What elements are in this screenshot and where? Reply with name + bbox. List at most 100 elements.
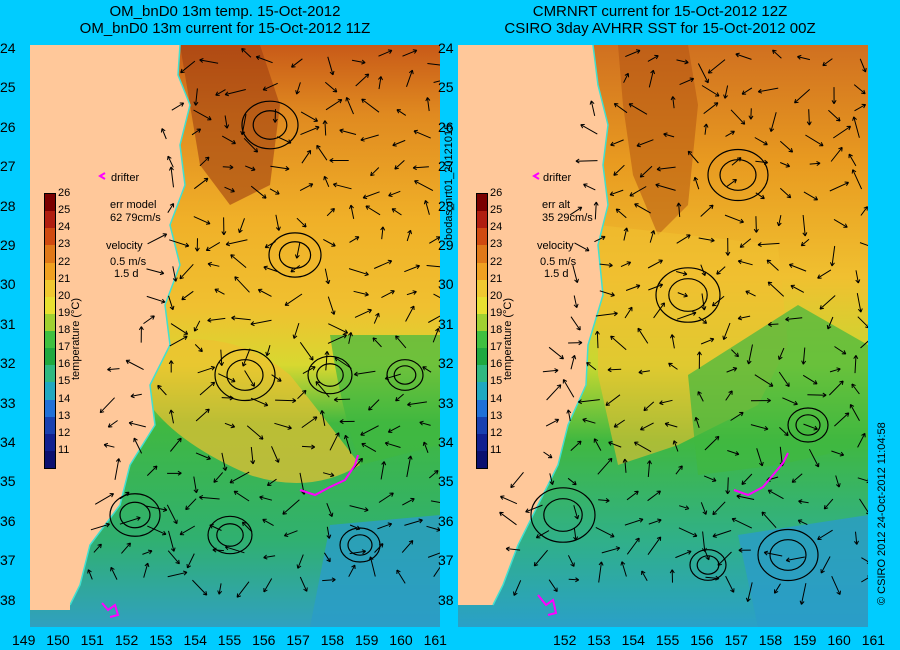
colorbar-segment (45, 194, 55, 212)
current-arrow (637, 327, 649, 344)
current-arrow (641, 570, 648, 582)
current-arrow (573, 505, 580, 520)
current-arrow (803, 423, 818, 431)
current-arrow (545, 418, 560, 427)
current-arrow (169, 239, 190, 248)
right-colorbar-title: temperature (°C) (502, 297, 514, 380)
eddy-ring (214, 348, 276, 402)
y-label-center: 24 (438, 40, 454, 56)
colorbar-segment (477, 245, 487, 263)
current-arrow (128, 421, 146, 428)
current-arrow (87, 569, 93, 580)
colorbar-tick-label: 16 (58, 358, 71, 371)
current-arrow (580, 124, 598, 135)
current-arrow (623, 72, 630, 83)
x-label-left: 154 (183, 632, 207, 648)
current-arrow (568, 577, 580, 583)
colorbar-tick-label: 19 (58, 306, 71, 319)
current-arrow (319, 410, 326, 426)
current-arrow (333, 397, 351, 403)
current-arrow (167, 550, 180, 565)
current-arrow (823, 498, 834, 510)
current-arrow (401, 540, 414, 553)
current-arrow (859, 242, 868, 247)
colorbar-segment (45, 245, 55, 263)
colorbar-tick-label: 18 (490, 324, 503, 336)
current-arrow (801, 347, 807, 365)
current-arrow (542, 368, 559, 374)
eddy-ring (347, 534, 373, 556)
right-err-label: err alt (542, 199, 571, 211)
current-arrow (373, 312, 380, 324)
current-arrow (391, 208, 402, 216)
current-arrow (413, 129, 431, 139)
current-arrow (244, 370, 255, 387)
current-arrow (407, 401, 427, 407)
eddy-ring (226, 359, 264, 391)
current-arrow (779, 187, 792, 199)
current-arrow (326, 503, 334, 517)
current-arrow (828, 380, 844, 396)
x-label-left: 161 (423, 632, 447, 648)
left-cool-south (310, 515, 440, 627)
current-arrow (103, 442, 115, 448)
current-arrow (412, 165, 429, 171)
current-arrow (185, 498, 197, 511)
y-label-left: 27 (0, 158, 16, 175)
right-drifter-label: drifter (543, 172, 572, 184)
current-arrow (263, 554, 276, 560)
colorbar-tick-label: 26 (490, 187, 503, 199)
current-arrow (362, 191, 380, 200)
y-label-left: 35 (0, 473, 16, 490)
current-arrow (349, 204, 355, 219)
current-arrow (807, 392, 827, 398)
current-arrow (525, 504, 543, 513)
colorbar-segment (45, 382, 55, 400)
current-arrow (263, 265, 278, 272)
current-arrow (300, 111, 319, 122)
current-arrow (817, 529, 833, 540)
current-arrow (361, 442, 377, 453)
current-arrow (649, 230, 656, 243)
current-arrow (301, 149, 312, 164)
colorbar-segment (477, 348, 487, 366)
current-arrow (745, 582, 753, 602)
current-arrow (779, 427, 789, 437)
y-label-center: 29 (438, 237, 454, 253)
current-arrow (700, 337, 715, 345)
current-arrow (639, 422, 654, 431)
right-cool-south (738, 515, 868, 627)
y-label-left: 26 (0, 118, 16, 135)
current-arrow (741, 87, 753, 95)
current-arrow (295, 82, 301, 95)
current-arrow (629, 186, 647, 197)
y-label-center: 37 (438, 552, 454, 569)
current-arrow (193, 216, 211, 225)
current-arrow (301, 416, 318, 429)
current-arrow (414, 180, 434, 192)
colorbar-segment (45, 313, 55, 331)
current-arrow (221, 135, 236, 145)
current-arrow (373, 259, 393, 269)
current-arrow (433, 293, 440, 299)
current-arrow (817, 269, 832, 279)
colorbar-segment (477, 211, 487, 229)
current-arrow (234, 276, 250, 293)
current-arrow (625, 284, 641, 291)
current-arrow (851, 169, 863, 190)
current-arrow (197, 365, 216, 374)
current-arrow (433, 80, 440, 83)
colorbar-segment (45, 365, 55, 383)
current-arrow (755, 192, 765, 200)
current-arrow (241, 521, 253, 533)
current-arrow (167, 570, 188, 578)
colorbar-segment (477, 399, 487, 417)
current-arrow (231, 315, 251, 321)
current-arrow (834, 346, 847, 355)
current-arrow (143, 562, 150, 578)
current-arrow (750, 398, 771, 404)
colorbar-tick-label: 17 (490, 341, 503, 354)
current-arrow (656, 166, 676, 172)
current-arrow (145, 505, 168, 512)
current-arrow (598, 498, 610, 503)
